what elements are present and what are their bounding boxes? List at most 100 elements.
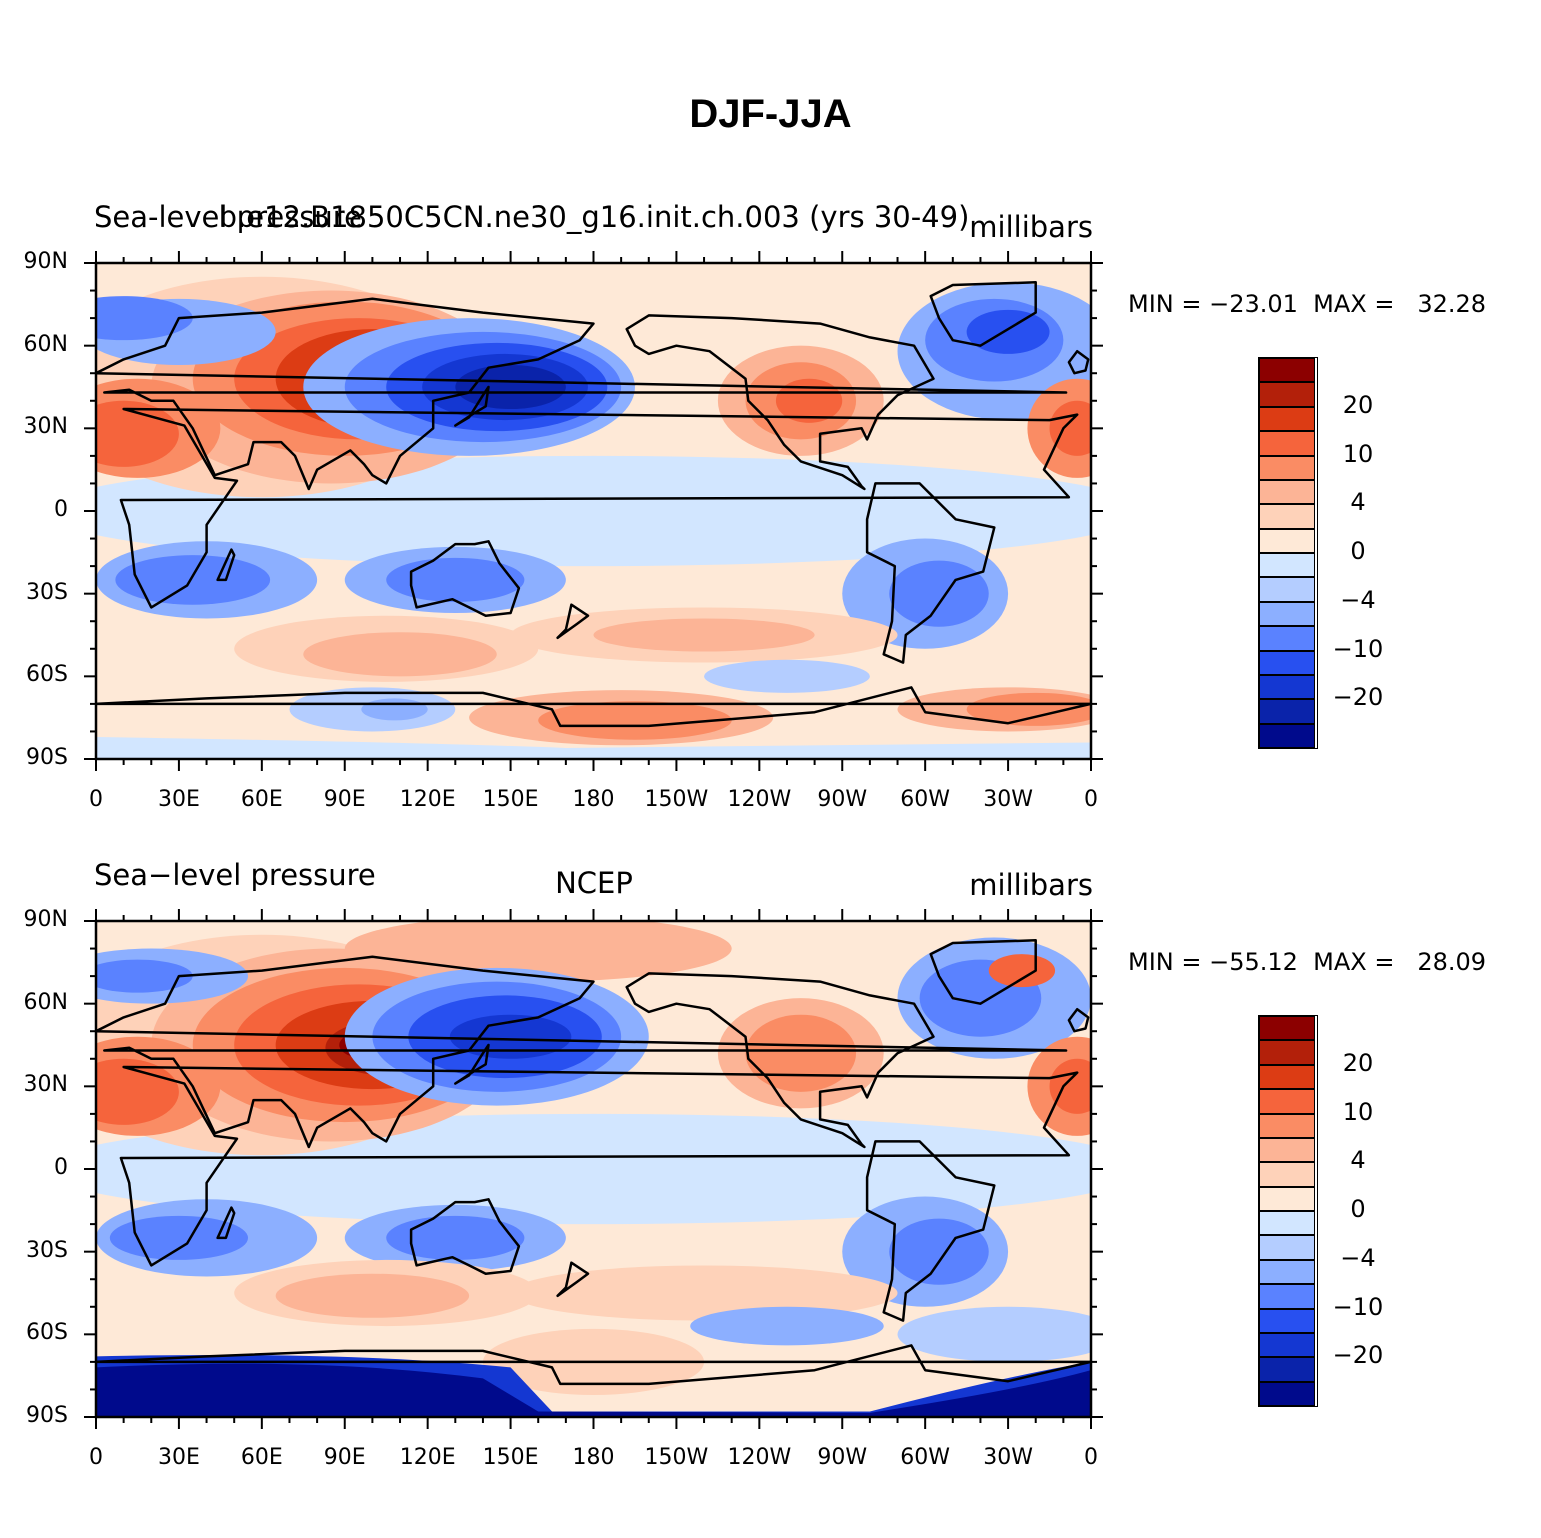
colorbar-swatch: [1259, 1235, 1315, 1260]
map-plot: [84, 251, 1103, 771]
lat-tick-label: 90S: [26, 745, 68, 770]
contour-region: [889, 1218, 989, 1285]
lon-tick-label: 0: [1084, 1445, 1098, 1470]
coastline: [625, 972, 935, 1149]
colorbar-swatch: [1259, 1186, 1315, 1211]
lon-tick-label: 150E: [482, 787, 539, 812]
panel-left-title: Sea-level pressure: [94, 200, 362, 234]
lon-tick-label: 180: [572, 1445, 615, 1470]
colorbar-swatch: [1259, 431, 1315, 456]
colorbar-swatch: [1259, 723, 1315, 748]
colorbar-swatch: [1259, 406, 1315, 432]
colorbar-label: 10: [1342, 1097, 1374, 1126]
coastline: [556, 603, 590, 640]
colorbar-swatch: [1259, 1381, 1315, 1406]
lon-tick-label: 60E: [240, 1445, 283, 1470]
contour-region: [538, 701, 732, 740]
map-plot: [84, 909, 1103, 1429]
colorbar-swatch: [1259, 699, 1315, 724]
contour-region: [966, 692, 1091, 726]
contour-region: [593, 618, 815, 652]
colorbar-swatch: [1259, 1113, 1315, 1138]
lon-tick-label: 30W: [983, 787, 1033, 812]
coastline: [1067, 1007, 1090, 1033]
colorbar-swatch: [1259, 601, 1315, 627]
min-max-text: MIN = −23.01 MAX = 32.28: [1128, 290, 1487, 318]
colorbar: [1258, 1015, 1318, 1407]
colorbar-label: 0: [1350, 1195, 1366, 1223]
coastline: [625, 314, 935, 491]
lon-tick-label: 30W: [983, 1445, 1033, 1470]
colorbar-label: −4: [1340, 585, 1376, 614]
colorbar: [1258, 357, 1318, 749]
colorbar-swatch: [1259, 528, 1315, 553]
colorbar-swatch: [1259, 1137, 1315, 1163]
lat-tick-label: 30S: [26, 579, 68, 605]
colorbar-swatch: [1259, 1357, 1315, 1382]
lon-tick-label: 120W: [727, 1445, 792, 1470]
colorbar-swatch: [1259, 1040, 1315, 1065]
coastline: [409, 1198, 521, 1275]
lon-tick-label: 30E: [157, 1445, 200, 1470]
coastline: [409, 540, 521, 617]
contour-region: [109, 1215, 249, 1260]
colorbar-swatch: [1259, 1308, 1315, 1333]
colorbar-swatch: [1259, 1332, 1315, 1358]
contour-region: [96, 1363, 1091, 1417]
colorbar-label: −20: [1332, 1341, 1384, 1370]
lon-tick-label: 0: [1084, 787, 1098, 812]
colorbar-swatch: [1259, 674, 1315, 700]
lat-tick-label: 90N: [23, 249, 68, 274]
figure-title: DJF-JJA: [689, 92, 852, 136]
panel-center-title: NCEP: [555, 866, 633, 900]
colorbar-label: −10: [1332, 634, 1384, 663]
contour-region: [510, 1265, 898, 1321]
colorbar-swatch: [1259, 577, 1315, 602]
colorbar-label: 0: [1350, 537, 1366, 565]
lat-tick-label: 90N: [23, 907, 68, 932]
colorbar-swatch: [1259, 382, 1315, 407]
panel-units: millibars: [969, 210, 1093, 244]
colorbar-label: −10: [1332, 1292, 1384, 1321]
colorbar-swatch: [1259, 479, 1315, 505]
lon-tick-label: 0: [89, 787, 103, 812]
lon-tick-label: 180: [572, 787, 615, 812]
contour-region: [96, 959, 193, 993]
lon-tick-label: 150W: [644, 1445, 709, 1470]
colorbar-label: 4: [1350, 488, 1366, 517]
lon-tick-label: 90E: [323, 787, 366, 812]
contour-region: [115, 555, 271, 605]
lon-tick-label: 90W: [817, 787, 868, 812]
lon-tick-label: 30E: [157, 787, 200, 812]
panel-ncep: Sea−level pressure NCEP millibars 90N 60N…: [0, 848, 1541, 1508]
contour-region: [966, 309, 1050, 354]
colorbar-swatch: [1259, 1162, 1315, 1187]
coastline: [865, 1140, 996, 1322]
lat-tick-label: 60N: [23, 331, 68, 357]
contour-region: [745, 1014, 857, 1092]
colorbar-swatch: [1259, 1089, 1315, 1114]
contour-region: [704, 659, 870, 693]
lat-tick-label: 0: [54, 497, 68, 522]
lon-tick-label: 150E: [482, 1445, 539, 1470]
coastline: [929, 281, 1037, 347]
contour-region: [361, 698, 428, 721]
colorbar-label: 4: [1350, 1146, 1366, 1175]
colorbar-swatch: [1259, 1284, 1315, 1309]
contour-region: [1049, 400, 1091, 456]
colorbar-swatch: [1259, 1211, 1315, 1236]
lon-tick-label: 120E: [399, 787, 456, 812]
coastline: [865, 482, 996, 664]
colorbar-swatch: [1259, 504, 1315, 529]
colorbar-label: 20: [1342, 1048, 1374, 1077]
axis-ticks: [84, 251, 1103, 771]
lat-tick-label: 60S: [26, 1320, 68, 1346]
colorbar-label: −4: [1340, 1243, 1376, 1272]
coastline: [1067, 349, 1090, 375]
coastline: [119, 1065, 1079, 1267]
contour-region: [988, 954, 1056, 988]
lon-tick-label: 60W: [900, 787, 951, 812]
colorbar-swatch: [1259, 1016, 1315, 1041]
coastline: [96, 955, 1068, 1149]
lon-tick-label: 120W: [727, 787, 792, 812]
